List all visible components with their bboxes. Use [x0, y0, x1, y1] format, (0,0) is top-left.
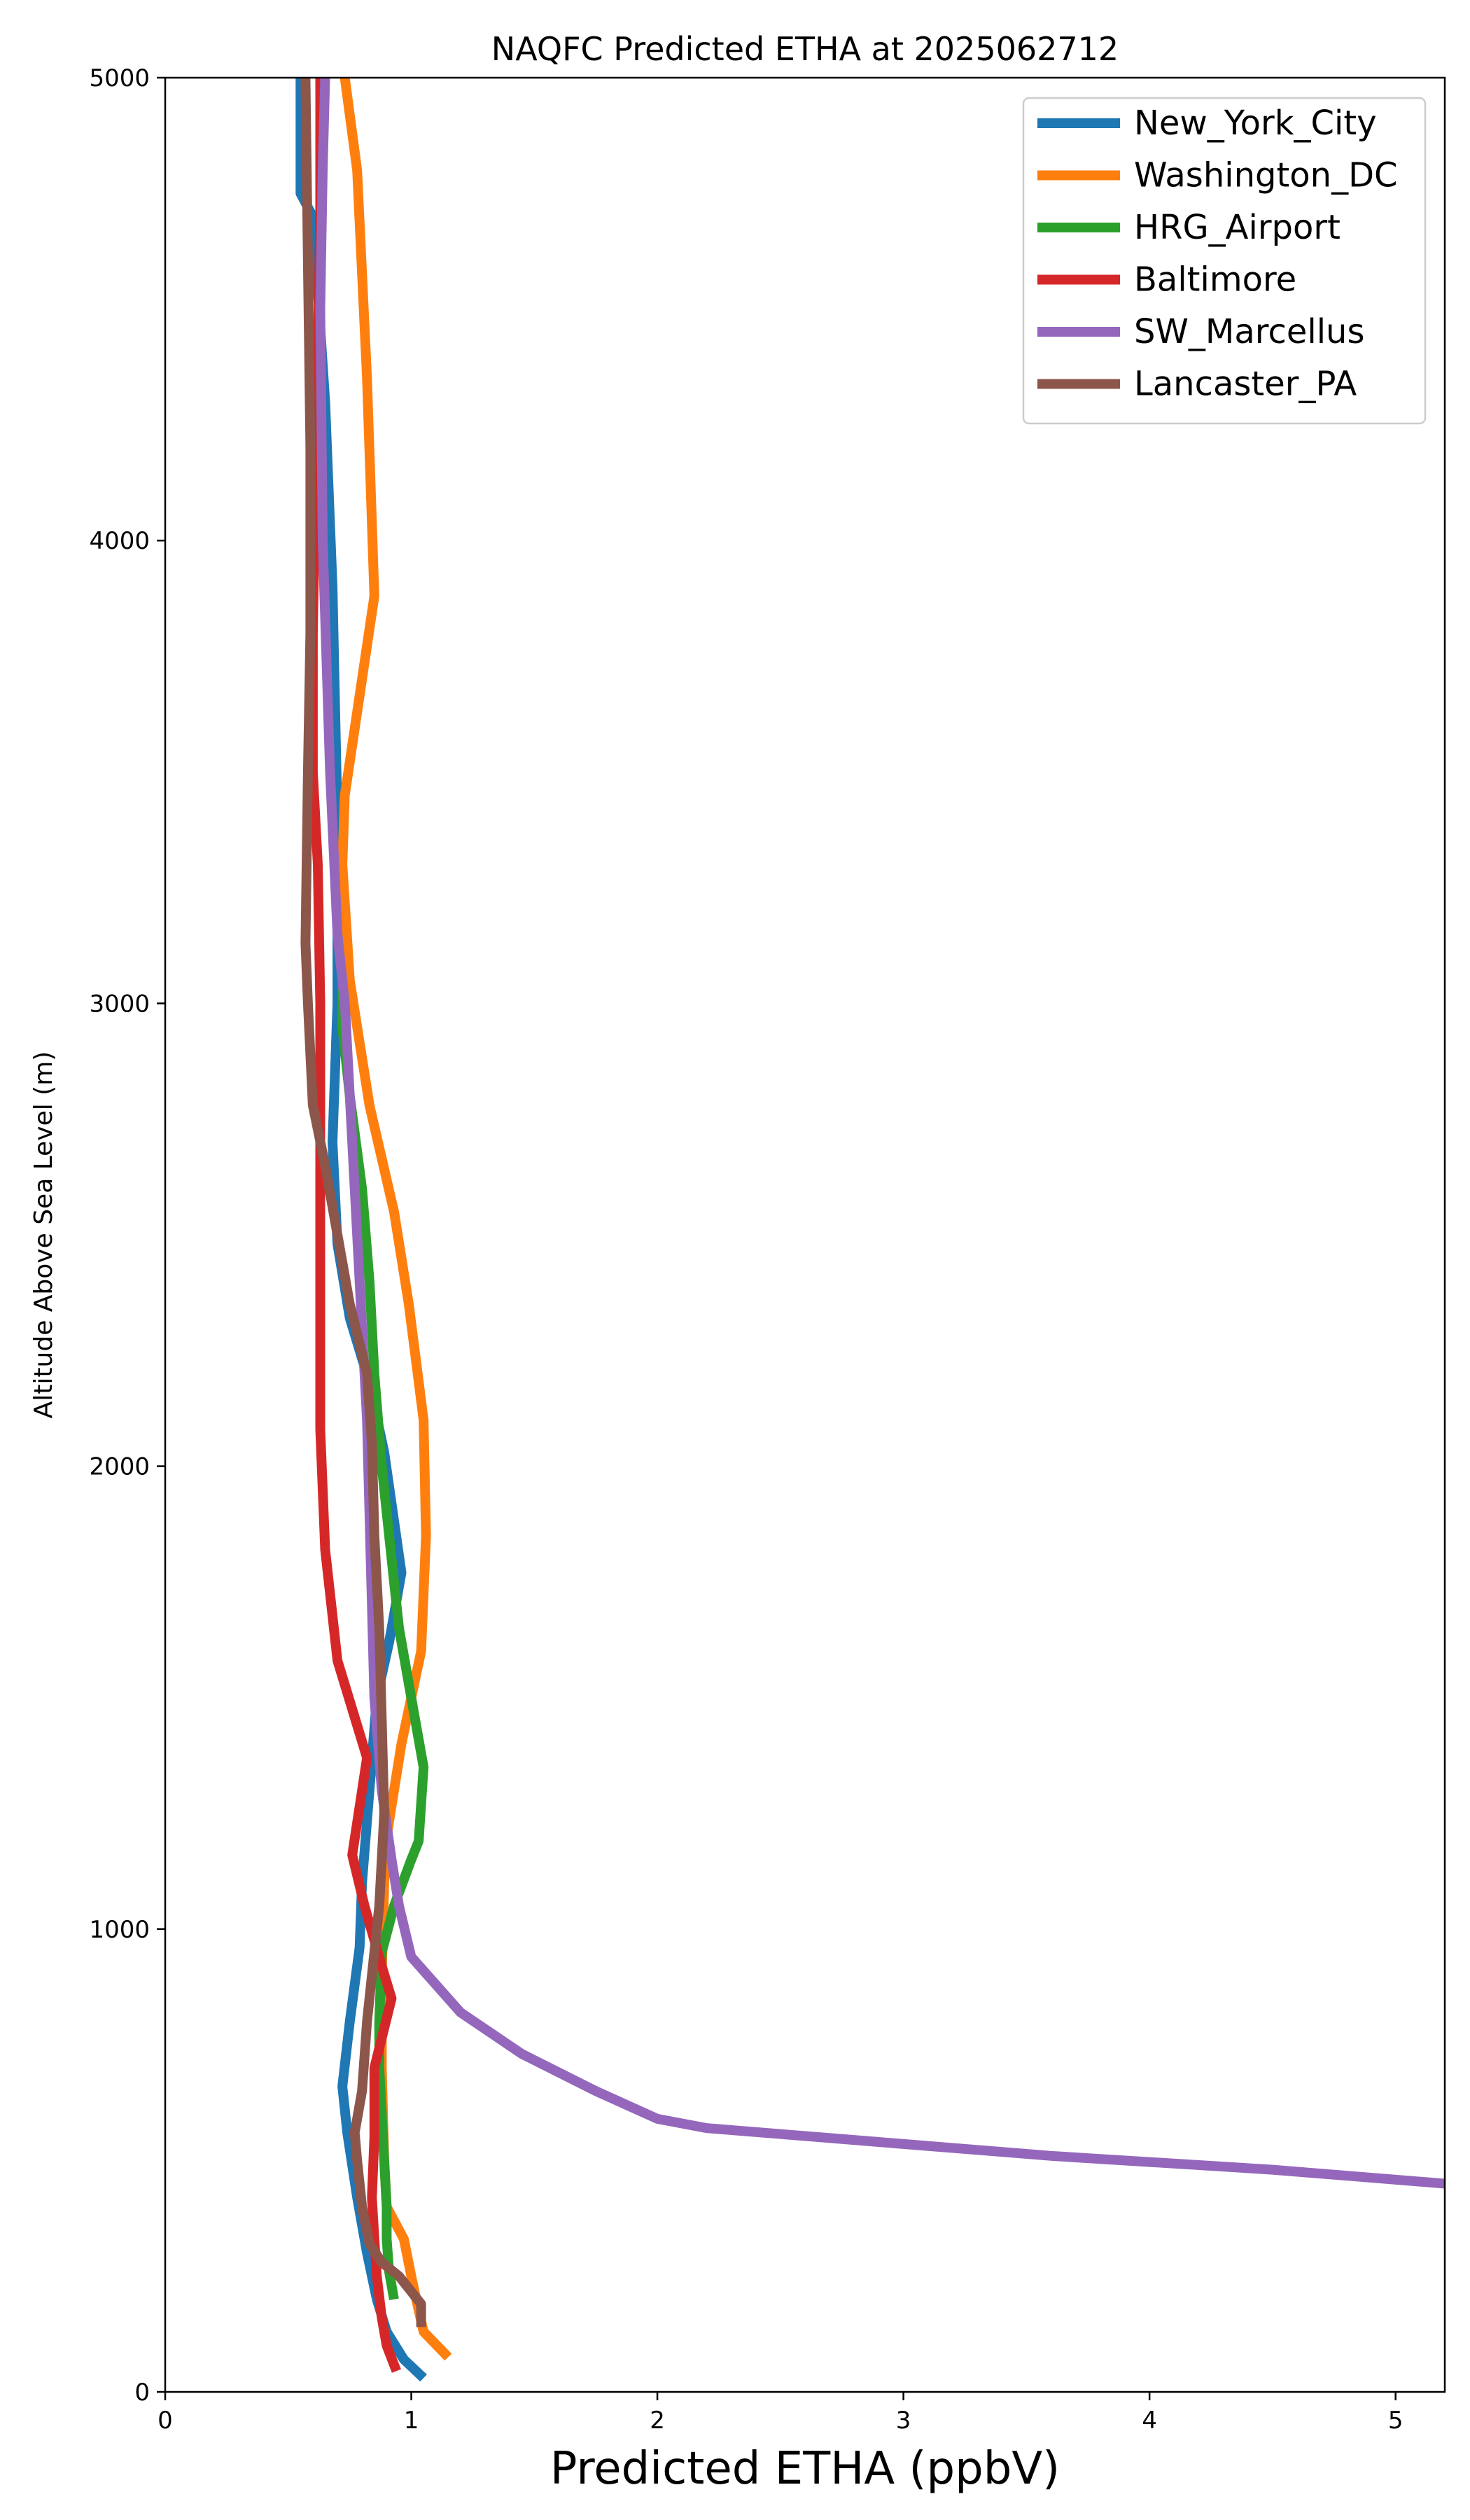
- x-tick-label: 1: [404, 2407, 419, 2435]
- y-axis-title: Altitude Above Sea Level (m): [29, 1051, 58, 1419]
- series-layer: [295, 78, 1445, 2382]
- y-tick-label: 1000: [89, 1916, 150, 1944]
- series-line-lancaster-pa: [300, 78, 426, 2328]
- y-tick-label: 5000: [89, 64, 150, 92]
- x-tick-label: 4: [1142, 2407, 1157, 2435]
- legend-box: [1022, 97, 1427, 425]
- x-axis-title: Predicted ETHA (ppbV): [550, 2443, 1060, 2495]
- y-tick-label: 0: [134, 2379, 150, 2407]
- legend: New_York_City Washington_DC HRG_Airport Bal…: [1022, 97, 1427, 425]
- y-tick-label: 3000: [89, 990, 150, 1018]
- y-tick-label: 4000: [89, 527, 150, 555]
- legend-label: HRG_Airport: [1134, 208, 1340, 247]
- x-tick-label: 2: [650, 2407, 665, 2435]
- chart-title: NAQFC Predicted ETHA at 2025062712: [491, 30, 1119, 68]
- series-line-hrg-airport: [337, 980, 429, 2301]
- x-tick-label: 5: [1388, 2407, 1404, 2435]
- legend-label: New_York_City: [1134, 104, 1377, 143]
- legend-label: Washington_DC: [1134, 156, 1398, 195]
- series-line-sw-marcellus: [315, 78, 1445, 2189]
- y-tick-label: 2000: [89, 1453, 150, 1481]
- plot-frame: [164, 76, 1446, 2393]
- x-tick-label: 3: [896, 2407, 911, 2435]
- legend-label: Lancaster_PA: [1134, 365, 1357, 404]
- axis-layer: 0 1 2 3 4 5 0 1000 2000 3000 4000 5000: [89, 64, 1403, 2435]
- series-line-washington-dc: [337, 78, 452, 2361]
- legend-label: Baltimore: [1134, 260, 1296, 300]
- legend-label: SW_Marcellus: [1134, 312, 1364, 351]
- x-tick-label: 0: [158, 2407, 173, 2435]
